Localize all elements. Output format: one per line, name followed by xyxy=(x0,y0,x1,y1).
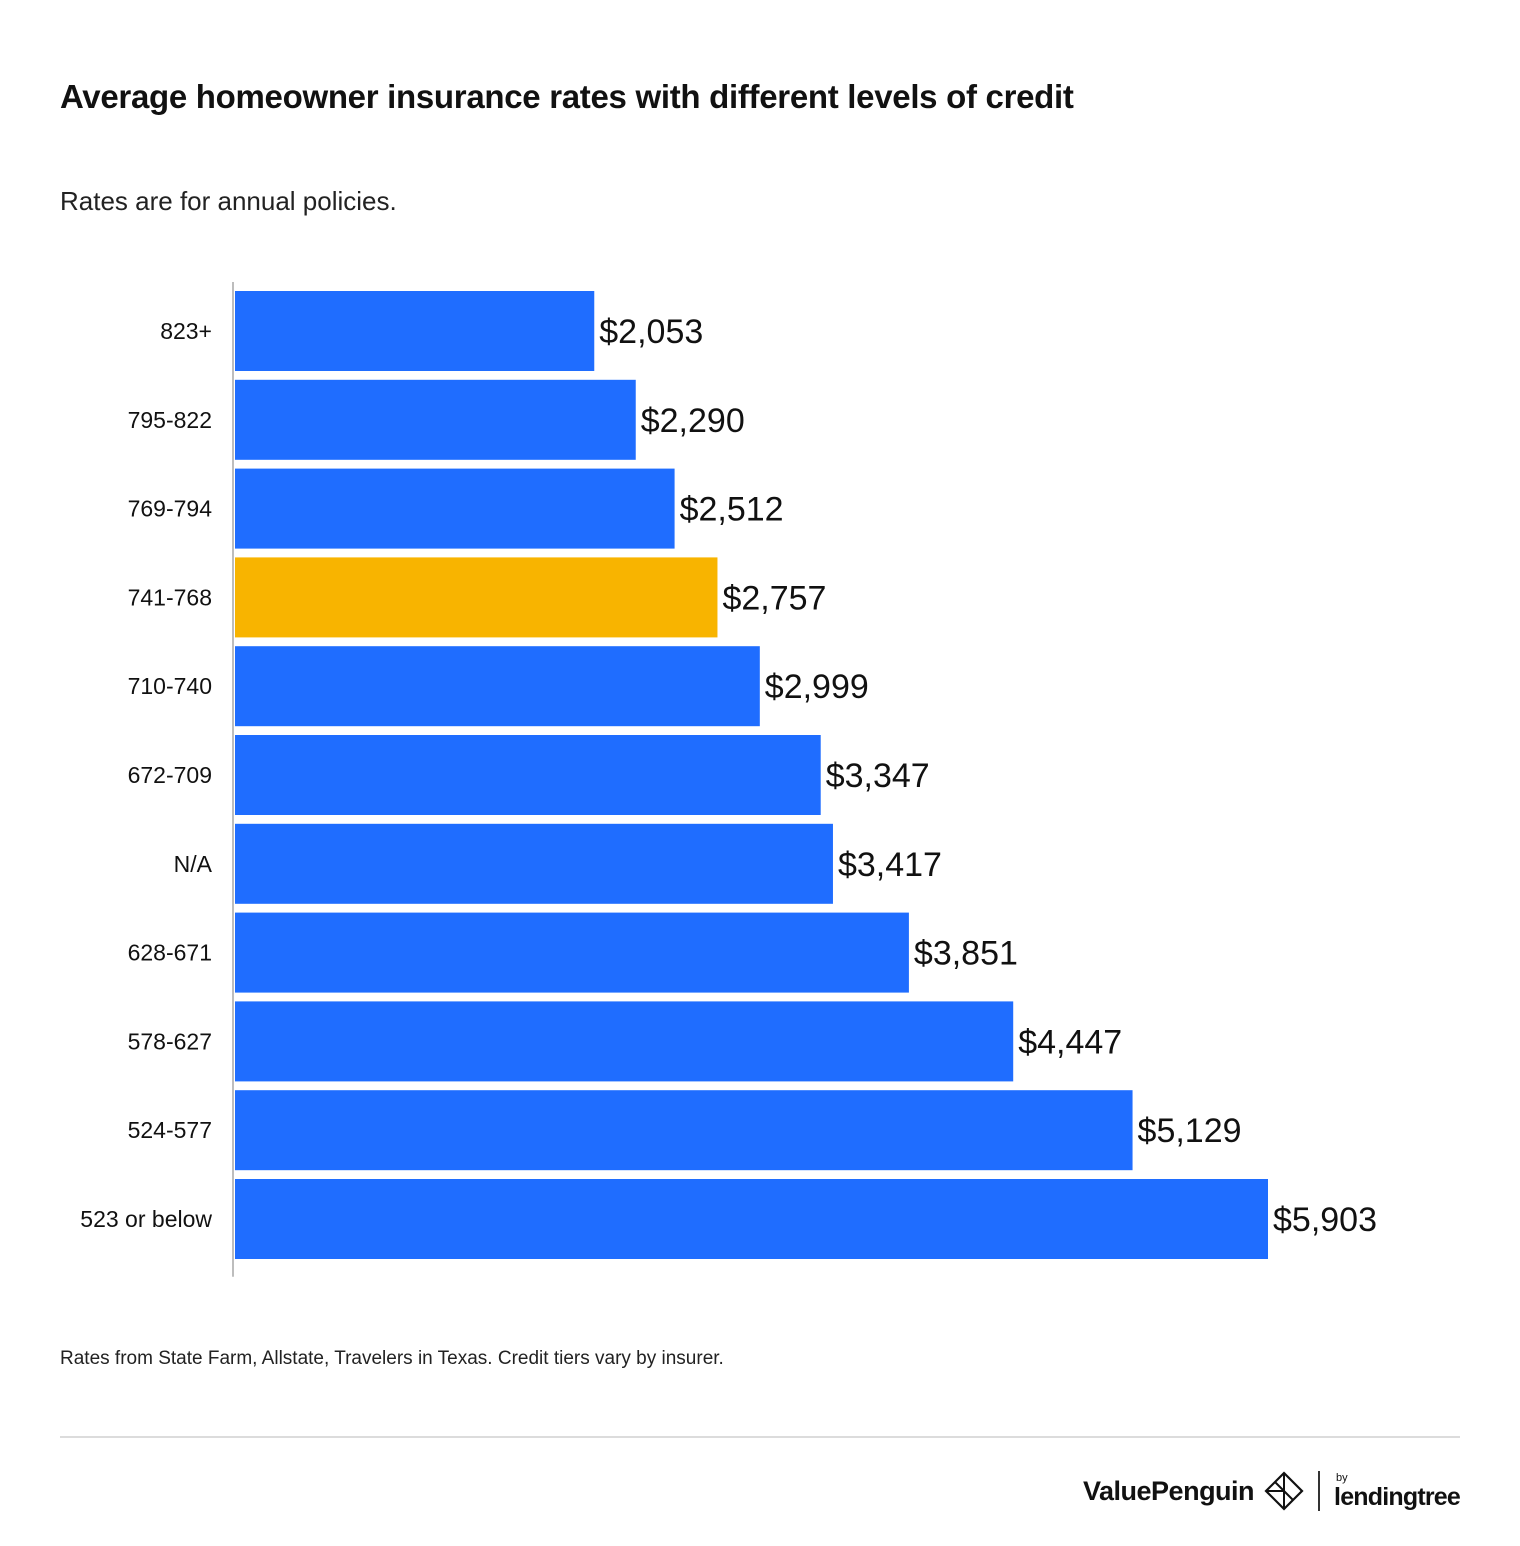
brand-logos: ValuePenguin by lendingtree xyxy=(1083,1466,1461,1516)
lendingtree-logo: by lendingtree xyxy=(1334,1471,1461,1511)
lendingtree-by-text: by xyxy=(1336,1471,1348,1484)
value-label-8: $4,447 xyxy=(1018,1023,1122,1061)
category-label-6: N/A xyxy=(174,851,213,877)
bar-7 xyxy=(235,912,909,993)
bar-8 xyxy=(235,1001,1014,1082)
category-label-2: 769-794 xyxy=(128,496,213,522)
category-label-9: 524-577 xyxy=(128,1117,212,1143)
category-label-5: 672-709 xyxy=(128,762,212,788)
bar-10 xyxy=(235,1179,1268,1259)
category-label-3: 741-768 xyxy=(128,584,212,610)
category-label-1: 795-822 xyxy=(128,407,212,433)
bar-6 xyxy=(235,823,833,904)
bar-1 xyxy=(235,379,636,460)
chart-subtitle: Rates are for annual policies. xyxy=(60,186,397,216)
logo-separator xyxy=(1318,1471,1321,1511)
value-label-6: $3,417 xyxy=(838,846,942,884)
value-label-5: $3,347 xyxy=(826,757,930,795)
bar-3 xyxy=(235,557,718,638)
value-label-4: $2,999 xyxy=(765,668,869,706)
valuepenguin-logo-text: ValuePenguin xyxy=(1083,1475,1255,1506)
lendingtree-logo-text: lendingtree xyxy=(1334,1482,1461,1511)
bar-2 xyxy=(235,468,675,549)
category-label-4: 710-740 xyxy=(128,673,212,699)
value-label-0: $2,053 xyxy=(599,313,703,351)
bar-chart: 823+ $2,053 795-822 $2,290 769-794 $2,512 741-… xyxy=(80,282,1377,1277)
category-label-0: 823+ xyxy=(160,318,212,344)
category-label-8: 578-627 xyxy=(128,1028,212,1054)
value-label-2: $2,512 xyxy=(680,491,784,529)
category-label-7: 628-671 xyxy=(128,940,212,966)
value-label-3: $2,757 xyxy=(722,579,826,617)
value-label-1: $2,290 xyxy=(641,402,745,440)
bar-5 xyxy=(235,735,821,815)
bar-0 xyxy=(235,291,595,371)
bar-9 xyxy=(235,1090,1133,1171)
value-label-7: $3,851 xyxy=(914,935,1018,973)
chart-title: Average homeowner insurance rates with d… xyxy=(60,78,1074,115)
penguin-diamond-icon xyxy=(1264,1471,1304,1511)
bar-4 xyxy=(235,646,760,727)
value-label-10: $5,903 xyxy=(1273,1201,1377,1239)
divider xyxy=(60,1436,1460,1438)
value-label-9: $5,129 xyxy=(1138,1112,1242,1150)
footnote: Rates from State Farm, Allstate, Travele… xyxy=(60,1348,724,1369)
category-label-10: 523 or below xyxy=(80,1206,212,1232)
